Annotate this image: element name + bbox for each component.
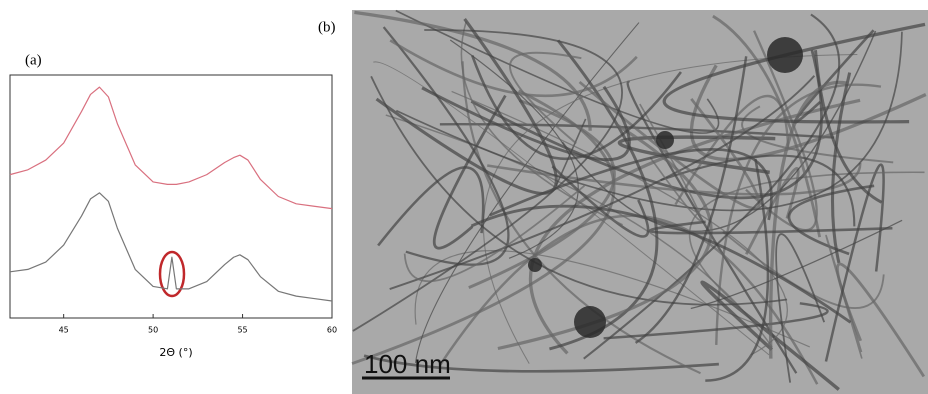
plot-frame: [9, 74, 333, 319]
nanotube: [824, 163, 885, 362]
particle-cluster: [574, 306, 606, 338]
scale-bar-label: 100 nm: [364, 349, 451, 379]
particle-cluster: [528, 258, 542, 272]
nanotube: [352, 29, 623, 332]
nanotube: [373, 61, 770, 356]
nanotube: [421, 85, 631, 162]
nanotube: [603, 302, 829, 340]
xrd-curve: [9, 192, 333, 302]
x-tick-label: 60: [327, 326, 337, 335]
nanotube: [705, 158, 770, 382]
particle-cluster: [767, 37, 803, 73]
nanotube: [461, 61, 701, 375]
nanotube: [715, 83, 882, 345]
nanotube: [432, 94, 507, 250]
nanotube: [470, 204, 852, 324]
nanotube: [634, 56, 748, 344]
nanotube: [451, 90, 788, 356]
nanotube: [363, 354, 719, 373]
panel-label: (b): [318, 19, 336, 35]
nanotube: [489, 148, 773, 221]
nanotube: [449, 39, 579, 259]
x-tick-label: 55: [237, 326, 247, 335]
nanotube: [509, 51, 582, 145]
nanotube: [460, 21, 623, 226]
nanotube: [470, 49, 823, 200]
x-tick-label: 50: [148, 326, 158, 335]
nanotube: [836, 262, 926, 378]
x-tick-label: 45: [59, 326, 69, 335]
nanotube: [389, 39, 638, 98]
xrd-curve: [9, 86, 333, 210]
particle-cluster: [656, 131, 674, 149]
nanotube: [626, 80, 798, 374]
nanotube: [768, 80, 847, 359]
x-axis-label: 2Θ (°): [159, 346, 192, 359]
nanotube: [814, 50, 883, 204]
nanotube: [775, 233, 826, 383]
nanotube: [787, 184, 875, 256]
highlight-ellipse: [158, 250, 186, 298]
nanotube: [639, 103, 702, 222]
panel-label: (a): [25, 52, 42, 68]
nanotube: [700, 280, 840, 391]
nanotube: [555, 118, 587, 186]
nanotube: [830, 72, 852, 264]
nanotube: [403, 185, 586, 283]
nanotube: [660, 154, 856, 227]
nanotube: [745, 30, 818, 232]
nanotube: [389, 75, 816, 290]
nanotube: [688, 171, 925, 308]
nanotube: [377, 166, 485, 247]
nanotube: [617, 135, 776, 175]
tem-image: [351, 9, 928, 394]
nanotube: [712, 14, 822, 238]
nanotube: [648, 220, 893, 235]
nanotube: [471, 54, 682, 160]
nanotube: [354, 10, 592, 131]
